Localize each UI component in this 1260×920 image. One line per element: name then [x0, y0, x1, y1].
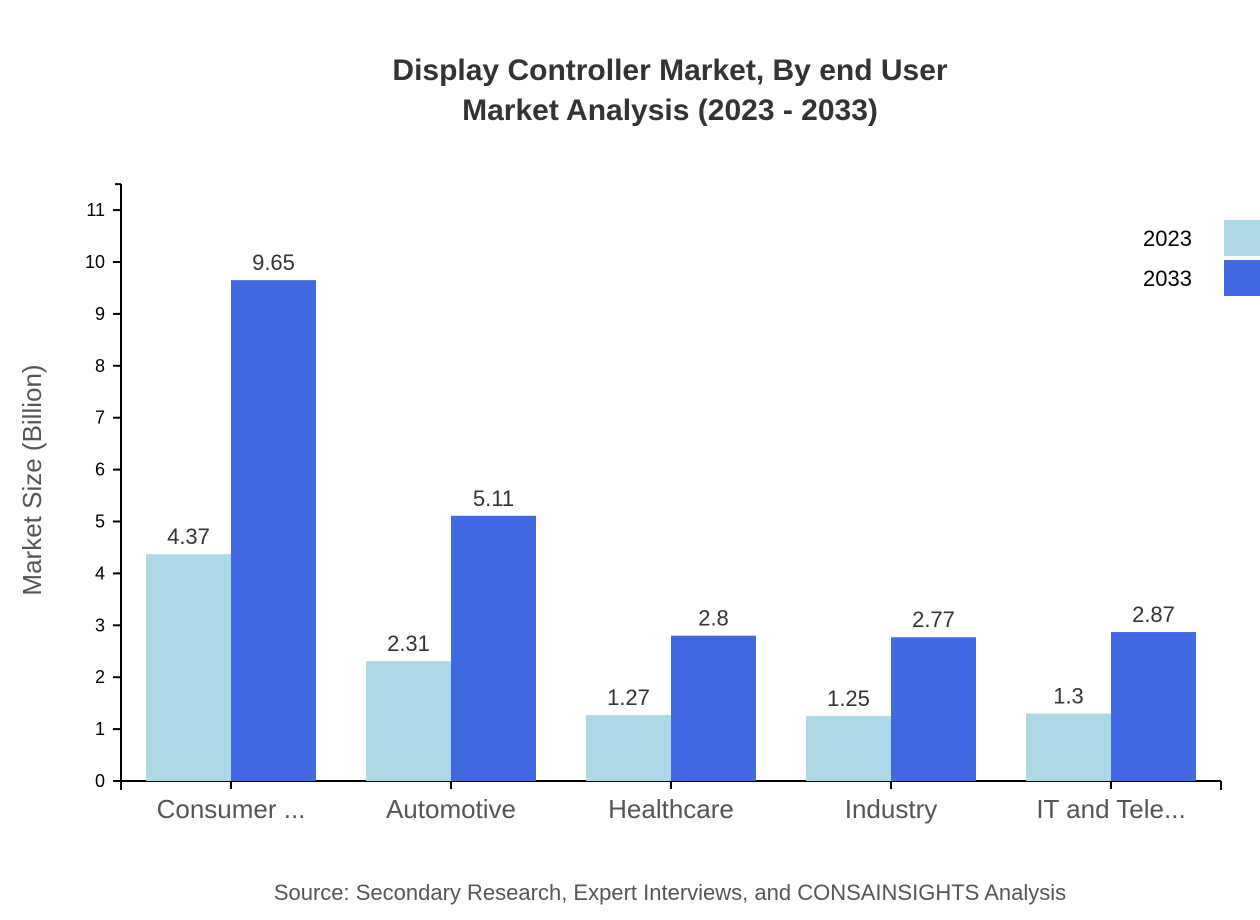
bar-2033 — [231, 280, 316, 781]
bar-2023 — [1026, 713, 1111, 781]
x-tick-label: Healthcare — [608, 794, 734, 824]
data-label: 1.25 — [827, 686, 870, 711]
bar-2033 — [671, 635, 756, 781]
data-label: 2.8 — [698, 606, 729, 631]
y-tick-label: 7 — [95, 408, 105, 428]
y-tick-label: 2 — [95, 667, 105, 687]
bar-2023 — [586, 715, 671, 781]
source-note: Source: Secondary Research, Expert Inter… — [274, 880, 1066, 905]
data-label: 2.87 — [1132, 602, 1175, 627]
bar-2023 — [146, 554, 231, 781]
y-tick-label: 3 — [95, 615, 105, 635]
bar-2023 — [366, 661, 451, 781]
y-tick-label: 11 — [86, 200, 105, 220]
y-tick-label: 6 — [95, 460, 105, 480]
data-label: 2.31 — [387, 631, 430, 656]
bar-2033 — [891, 637, 976, 781]
bar-2033 — [1111, 632, 1196, 781]
chart-title-line-1: Display Controller Market, By end User — [392, 54, 947, 87]
y-tick-label: 10 — [85, 252, 105, 272]
chart-title-line-2: Market Analysis (2023 - 2033) — [462, 94, 878, 127]
y-tick-label: 5 — [95, 512, 105, 532]
y-axis-label: Market Size (Billion) — [17, 364, 47, 595]
x-tick-label: Industry — [845, 794, 938, 824]
y-tick-label: 4 — [95, 563, 105, 583]
x-tick-label: Automotive — [386, 794, 516, 824]
data-label: 5.11 — [473, 486, 514, 511]
y-tick-label: 9 — [95, 304, 105, 324]
data-label: 2.77 — [912, 607, 955, 632]
data-label: 9.65 — [252, 250, 295, 275]
data-label: 1.27 — [607, 685, 650, 710]
data-label: 4.37 — [167, 524, 210, 549]
x-tick-label: IT and Tele... — [1036, 794, 1185, 824]
bar-2033 — [451, 515, 536, 781]
y-tick-label: 8 — [95, 356, 105, 376]
x-tick-label: Consumer ... — [157, 794, 306, 824]
data-label: 1.3 — [1053, 684, 1084, 709]
bar-2023 — [806, 716, 891, 781]
y-tick-label: 1 — [95, 719, 105, 739]
legend-swatch — [1224, 220, 1260, 256]
legend-swatch — [1224, 260, 1260, 296]
y-tick-label: 0 — [95, 771, 105, 791]
legend-label: 2033 — [1143, 266, 1192, 291]
legend-label: 2023 — [1143, 226, 1192, 251]
